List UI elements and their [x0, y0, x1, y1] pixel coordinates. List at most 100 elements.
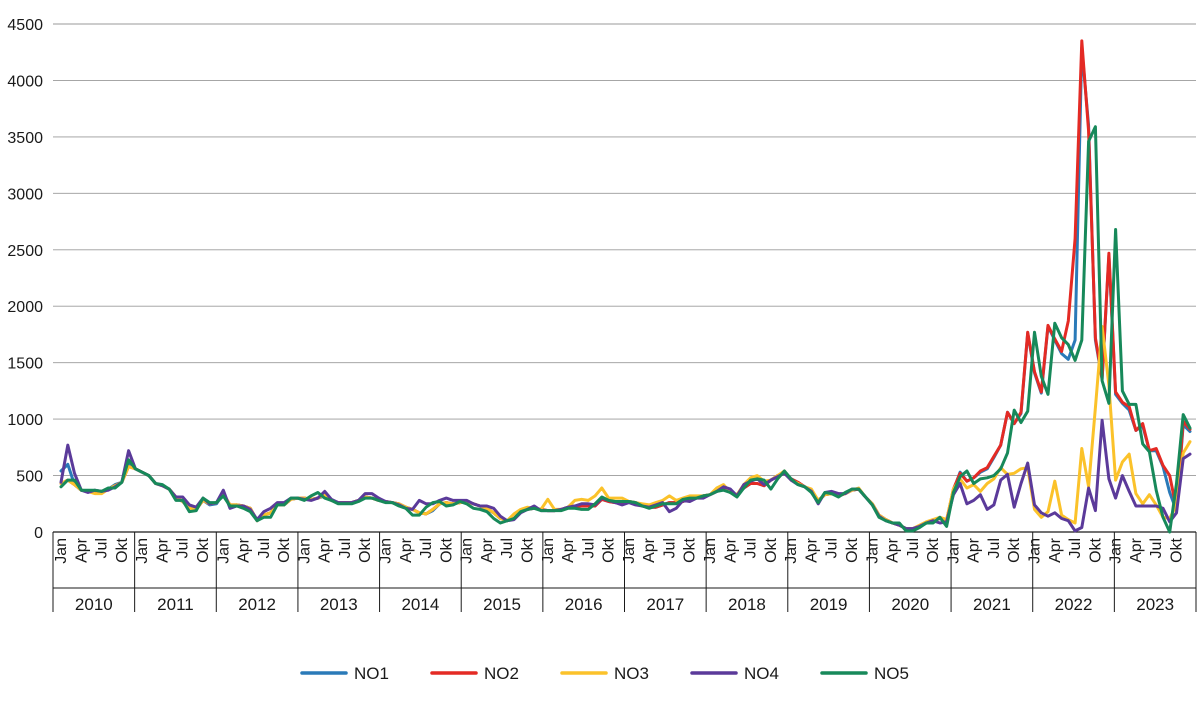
x-month-tick-label: Okt	[925, 537, 942, 562]
x-month-tick-label: Jan	[378, 538, 395, 564]
x-month-tick-label: Jul	[418, 538, 435, 558]
x-year-label: 2015	[483, 595, 521, 614]
x-month-tick-label: Jan	[540, 538, 557, 564]
x-month-tick-label: Okt	[1087, 537, 1104, 562]
x-month-tick-label: Jan	[296, 538, 313, 564]
x-month-tick-label: Jul	[824, 538, 841, 558]
y-tick-label: 3500	[7, 130, 43, 147]
legend-item-no5: NO5	[820, 664, 909, 683]
x-year-label: 2013	[320, 595, 358, 614]
x-month-tick-label: Apr	[73, 537, 90, 563]
x-month-tick-label: Jan	[215, 538, 232, 564]
legend-item-no4: NO4	[690, 664, 779, 683]
x-month-tick-label: Apr	[479, 537, 496, 563]
x-month-tick-label: Okt	[438, 537, 455, 562]
legend-label: NO2	[484, 664, 519, 683]
legend-label: NO1	[354, 664, 389, 683]
x-year-label: 2023	[1136, 595, 1174, 614]
x-month-tick-label: Jul	[743, 538, 760, 558]
x-month-tick-label: Jul	[986, 538, 1003, 558]
x-month-tick-label: Apr	[722, 537, 739, 563]
x-month-tick-label: Jul	[580, 538, 597, 558]
x-year-label: 2017	[646, 595, 684, 614]
x-month-tick-label: Apr	[398, 537, 415, 563]
x-month-tick-label: Jan	[1108, 538, 1125, 564]
x-month-tick-label: Okt	[114, 537, 131, 562]
x-month-tick-label: Apr	[154, 537, 171, 563]
x-month-tick-label: Jul	[1067, 538, 1084, 558]
y-tick-label: 500	[16, 469, 43, 486]
x-month-tick-label: Jul	[337, 538, 354, 558]
x-year-label: 2022	[1055, 595, 1093, 614]
y-tick-label: 0	[34, 525, 43, 542]
series-line-no3	[59, 325, 1192, 531]
x-month-tick-label: Jul	[256, 538, 273, 558]
x-month-tick-label: Jan	[53, 538, 70, 564]
x-year-label: 2011	[157, 595, 194, 614]
x-month-tick-label: Okt	[520, 537, 537, 562]
y-tick-label: 4500	[7, 17, 43, 34]
series-line-no5	[59, 125, 1192, 534]
legend-label: NO5	[874, 664, 909, 683]
x-month-tick-label: Apr	[560, 537, 577, 563]
legend-label: NO4	[744, 664, 779, 683]
x-year-label: 2010	[75, 595, 113, 614]
x-year-label: 2018	[728, 595, 766, 614]
x-month-tick-label: Okt	[276, 537, 293, 562]
x-month-tick-label: Apr	[885, 537, 902, 563]
x-month-tick-label: Jan	[783, 538, 800, 564]
x-month-tick-label: Jan	[864, 538, 881, 564]
y-axis: 0 500 1000 1500 2000 2500 3000 3500 4000 4500	[7, 17, 43, 542]
series-line-no1	[59, 46, 1192, 531]
x-month-tick-label: Apr	[641, 537, 658, 563]
y-tick-label: 1500	[7, 356, 43, 373]
x-month-tick-label: Jan	[702, 538, 719, 564]
x-month-tick-label: Okt	[844, 537, 861, 562]
x-month-tick-label: Okt	[357, 537, 374, 562]
y-gridlines	[53, 23, 1196, 533]
x-year-label: 2016	[565, 595, 603, 614]
x-year-label: 2012	[238, 595, 276, 614]
legend-label: NO3	[614, 664, 649, 683]
y-tick-label: 1000	[7, 412, 43, 429]
x-month-tick-label: Jan	[945, 538, 962, 564]
series-line-no4	[59, 418, 1192, 533]
x-month-tick-label: Jan	[621, 538, 638, 564]
x-year-label: 2021	[973, 595, 1011, 614]
y-tick-label: 3000	[7, 186, 43, 203]
x-month-tick-label: Okt	[601, 537, 618, 562]
x-month-tick-label: Jul	[905, 538, 922, 558]
x-month-tick-label: Jul	[1148, 538, 1165, 558]
x-month-tick-label: Okt	[763, 537, 780, 562]
legend-item-no1: NO1	[300, 664, 389, 683]
legend-item-no2: NO2	[430, 664, 519, 683]
x-month-tick-label: Apr	[1128, 537, 1145, 563]
y-tick-label: 2000	[7, 299, 43, 316]
x-year-label: 2020	[891, 595, 929, 614]
x-month-tick-label: Jan	[459, 538, 476, 564]
legend: NO1 NO2 NO3 NO4 NO5	[300, 664, 909, 683]
x-month-tick-label: Apr	[803, 537, 820, 563]
y-tick-label: 4000	[7, 73, 43, 90]
x-month-tick-label: Okt	[195, 537, 212, 562]
x-month-tick-label: Apr	[236, 537, 253, 563]
x-year-label: 2014	[401, 595, 439, 614]
x-month-tick-label: Jan	[1027, 538, 1044, 564]
plot-series	[59, 39, 1192, 534]
x-year-label: 2019	[810, 595, 848, 614]
x-month-tick-label: Okt	[1006, 537, 1023, 562]
x-month-tick-label: Jul	[661, 538, 678, 558]
series-line-no2	[59, 39, 1192, 531]
x-month-tick-label: Apr	[317, 537, 334, 563]
y-tick-label: 2500	[7, 243, 43, 260]
x-month-tick-label: Okt	[682, 537, 699, 562]
x-month-tick-label: Apr	[1047, 537, 1064, 563]
x-month-tick-label: Apr	[966, 537, 983, 563]
x-month-tick-label: Jul	[499, 538, 516, 558]
x-month-tick-label: Jan	[134, 538, 151, 564]
x-month-tick-label: Okt	[1169, 537, 1186, 562]
x-month-tick-label: Jul	[94, 538, 111, 558]
legend-item-no3: NO3	[560, 664, 649, 683]
